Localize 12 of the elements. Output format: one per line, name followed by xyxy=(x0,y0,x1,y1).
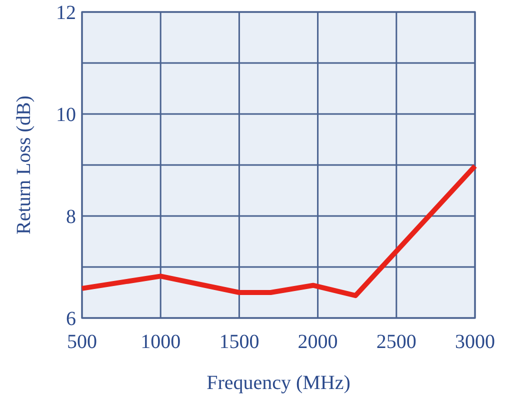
x-tick-label: 500 xyxy=(67,331,97,353)
x-tick-label: 1500 xyxy=(219,331,260,353)
y-tick-label: 12 xyxy=(56,2,76,24)
x-tick-label: 3000 xyxy=(455,331,495,353)
x-tick-label: 2000 xyxy=(298,331,338,353)
x-axis-title: Frequency (MHz) xyxy=(206,372,350,394)
y-tick-label: 10 xyxy=(56,104,76,126)
x-tick-label: 1000 xyxy=(140,331,181,353)
y-axis-title: Return Loss (dB) xyxy=(13,96,35,234)
x-tick-label: 2500 xyxy=(376,331,416,353)
y-tick-label: 8 xyxy=(66,206,76,228)
y-tick-label: 6 xyxy=(66,308,76,330)
